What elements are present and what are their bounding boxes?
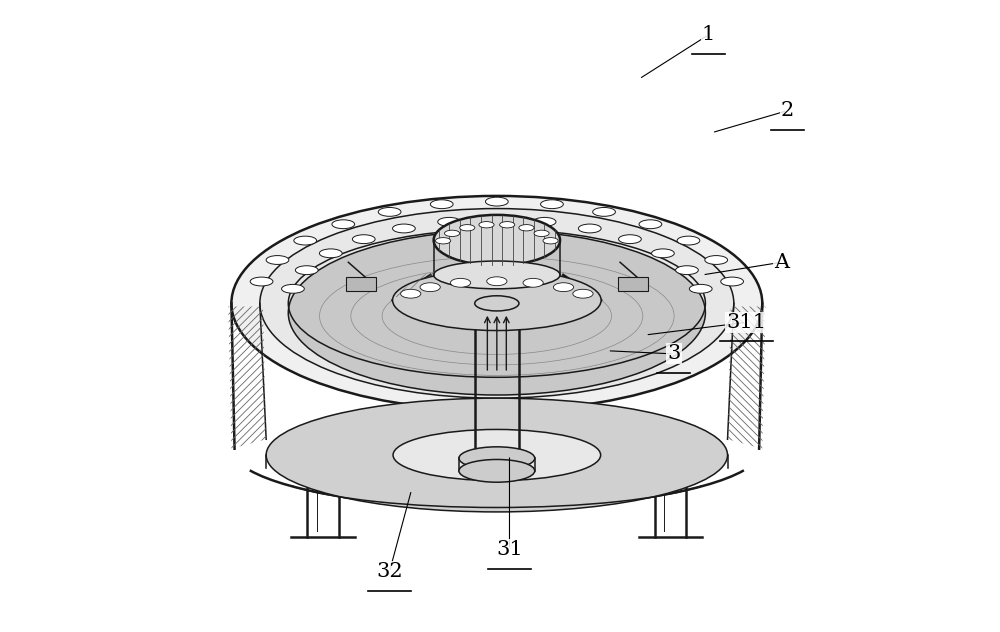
Ellipse shape xyxy=(541,200,563,209)
Ellipse shape xyxy=(393,224,415,233)
Ellipse shape xyxy=(393,430,601,480)
Ellipse shape xyxy=(487,277,507,286)
Ellipse shape xyxy=(721,277,743,286)
Ellipse shape xyxy=(485,197,508,206)
Ellipse shape xyxy=(485,215,508,224)
Text: 31: 31 xyxy=(496,540,523,559)
Ellipse shape xyxy=(460,224,475,231)
Ellipse shape xyxy=(689,284,712,293)
Ellipse shape xyxy=(260,209,734,398)
Ellipse shape xyxy=(445,230,460,236)
Ellipse shape xyxy=(332,220,355,229)
Ellipse shape xyxy=(430,200,453,209)
Ellipse shape xyxy=(534,230,549,236)
Ellipse shape xyxy=(652,249,674,258)
Ellipse shape xyxy=(578,224,601,233)
Ellipse shape xyxy=(401,289,421,298)
Ellipse shape xyxy=(393,270,601,331)
Ellipse shape xyxy=(573,289,593,298)
Ellipse shape xyxy=(500,222,515,228)
Ellipse shape xyxy=(677,236,700,245)
Ellipse shape xyxy=(543,238,558,244)
Ellipse shape xyxy=(436,238,451,244)
Ellipse shape xyxy=(639,220,662,229)
Ellipse shape xyxy=(266,398,728,512)
Ellipse shape xyxy=(250,277,273,286)
FancyBboxPatch shape xyxy=(618,277,648,291)
Ellipse shape xyxy=(479,222,494,228)
Ellipse shape xyxy=(593,207,615,216)
FancyBboxPatch shape xyxy=(346,277,376,291)
Ellipse shape xyxy=(288,231,705,395)
Text: 2: 2 xyxy=(781,101,794,120)
Ellipse shape xyxy=(434,261,560,289)
Ellipse shape xyxy=(705,255,728,264)
Ellipse shape xyxy=(459,447,535,470)
Ellipse shape xyxy=(533,217,556,226)
Ellipse shape xyxy=(295,265,318,274)
Ellipse shape xyxy=(676,265,698,274)
Ellipse shape xyxy=(282,284,304,293)
Ellipse shape xyxy=(459,459,535,482)
Ellipse shape xyxy=(553,283,574,291)
Text: 32: 32 xyxy=(376,562,403,581)
Text: A: A xyxy=(774,253,789,272)
Ellipse shape xyxy=(266,255,289,264)
Text: 3: 3 xyxy=(667,344,680,363)
Ellipse shape xyxy=(319,249,342,258)
Ellipse shape xyxy=(450,278,471,287)
Ellipse shape xyxy=(619,234,641,243)
Ellipse shape xyxy=(420,283,440,291)
Text: 1: 1 xyxy=(702,25,715,44)
Text: 311: 311 xyxy=(726,313,767,332)
Ellipse shape xyxy=(231,196,762,411)
Ellipse shape xyxy=(438,217,460,226)
Ellipse shape xyxy=(434,215,560,265)
Ellipse shape xyxy=(352,234,375,243)
Ellipse shape xyxy=(519,224,534,231)
Ellipse shape xyxy=(378,207,401,216)
Ellipse shape xyxy=(294,236,317,245)
Ellipse shape xyxy=(523,278,543,287)
